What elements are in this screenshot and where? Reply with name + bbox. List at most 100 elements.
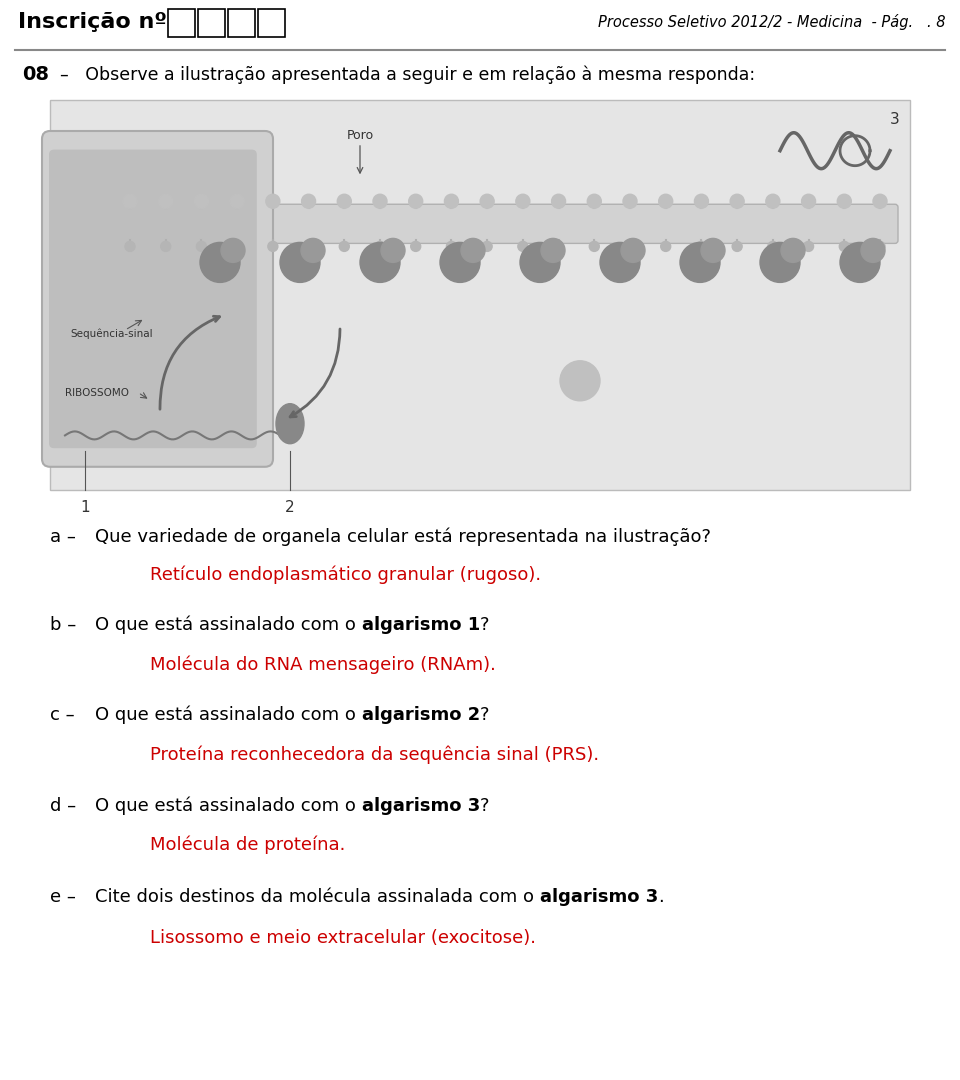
- Text: algarismo 3: algarismo 3: [540, 888, 658, 906]
- Circle shape: [446, 242, 456, 252]
- Bar: [168, 9, 195, 37]
- Circle shape: [732, 242, 742, 252]
- Circle shape: [444, 194, 459, 208]
- Circle shape: [875, 242, 885, 252]
- Circle shape: [600, 242, 640, 282]
- Text: Inscrição nº: Inscrição nº: [18, 12, 167, 32]
- Circle shape: [230, 194, 244, 208]
- Circle shape: [123, 194, 137, 208]
- Text: Proteína reconhecedora da sequência sinal (PRS).: Proteína reconhecedora da sequência sina…: [150, 746, 599, 765]
- Circle shape: [802, 194, 816, 208]
- Text: Sequência-sinal: Sequência-sinal: [70, 328, 153, 339]
- Circle shape: [516, 194, 530, 208]
- Circle shape: [160, 242, 171, 252]
- Text: O que está assinalado com o: O que está assinalado com o: [95, 705, 362, 725]
- Text: Lisossomo e meio extracelular (exocitose).: Lisossomo e meio extracelular (exocitose…: [150, 929, 536, 947]
- Circle shape: [268, 242, 277, 252]
- Text: Retículo endoplasmático granular (rugoso).: Retículo endoplasmático granular (rugoso…: [150, 566, 541, 584]
- Text: 1: 1: [81, 500, 90, 515]
- Circle shape: [200, 242, 240, 282]
- Bar: [228, 9, 255, 37]
- Circle shape: [125, 242, 135, 252]
- Circle shape: [701, 239, 725, 262]
- Circle shape: [766, 194, 780, 208]
- Circle shape: [781, 239, 805, 262]
- Circle shape: [837, 194, 852, 208]
- Circle shape: [552, 194, 565, 208]
- Circle shape: [731, 194, 744, 208]
- Text: algarismo 2: algarismo 2: [362, 706, 480, 724]
- Text: Que variedade de organela celular está representada na ilustração?: Que variedade de organela celular está r…: [95, 528, 711, 546]
- Text: b –: b –: [50, 616, 76, 634]
- Circle shape: [625, 242, 635, 252]
- Text: a –: a –: [50, 528, 76, 546]
- Text: 08: 08: [22, 66, 49, 84]
- Circle shape: [232, 242, 242, 252]
- Circle shape: [621, 239, 645, 262]
- Circle shape: [375, 242, 385, 252]
- Bar: [198, 9, 225, 37]
- Circle shape: [411, 242, 420, 252]
- Circle shape: [195, 194, 208, 208]
- Circle shape: [280, 242, 320, 282]
- Circle shape: [804, 242, 813, 252]
- Circle shape: [760, 242, 800, 282]
- Circle shape: [840, 242, 880, 282]
- Circle shape: [337, 194, 351, 208]
- Text: ?: ?: [480, 797, 490, 815]
- Circle shape: [440, 242, 480, 282]
- Circle shape: [696, 242, 707, 252]
- Text: e –: e –: [50, 888, 76, 906]
- Text: RIBOSSOMO: RIBOSSOMO: [65, 388, 129, 397]
- Bar: [258, 9, 285, 37]
- FancyBboxPatch shape: [62, 204, 898, 243]
- Circle shape: [266, 194, 280, 208]
- Text: Cite dois destinos da molécula assinalada com o: Cite dois destinos da molécula assinalad…: [95, 888, 540, 906]
- Circle shape: [839, 242, 850, 252]
- Circle shape: [588, 194, 601, 208]
- Circle shape: [659, 194, 673, 208]
- Text: Poro: Poro: [347, 129, 373, 141]
- Circle shape: [381, 239, 405, 262]
- Text: Processo Seletivo 2012/2 - Medicina  - Pág.   . 8: Processo Seletivo 2012/2 - Medicina - Pá…: [597, 14, 945, 30]
- Circle shape: [768, 242, 778, 252]
- Circle shape: [303, 242, 314, 252]
- Circle shape: [221, 239, 245, 262]
- Circle shape: [301, 239, 325, 262]
- Text: Molécula de proteína.: Molécula de proteína.: [150, 836, 346, 854]
- Text: ?: ?: [480, 706, 490, 724]
- Text: algarismo 1: algarismo 1: [362, 616, 480, 634]
- Text: .: .: [658, 888, 663, 906]
- Circle shape: [560, 361, 600, 401]
- Text: c –: c –: [50, 706, 75, 724]
- Text: algarismo 3: algarismo 3: [362, 797, 480, 815]
- Circle shape: [301, 194, 316, 208]
- FancyBboxPatch shape: [42, 131, 273, 467]
- Circle shape: [520, 242, 560, 282]
- Circle shape: [158, 194, 173, 208]
- Text: d –: d –: [50, 797, 76, 815]
- Circle shape: [409, 194, 422, 208]
- FancyBboxPatch shape: [49, 150, 257, 448]
- Circle shape: [197, 242, 206, 252]
- Text: O que está assinalado com o: O que está assinalado com o: [95, 797, 362, 815]
- Text: –   Observe a ilustração apresentada a seguir e em relação à mesma responda:: – Observe a ilustração apresentada a seg…: [60, 66, 756, 84]
- Circle shape: [694, 194, 708, 208]
- Circle shape: [660, 242, 671, 252]
- Bar: [50, 100, 910, 490]
- Circle shape: [360, 242, 400, 282]
- Text: 2: 2: [285, 500, 295, 515]
- Circle shape: [480, 194, 494, 208]
- Circle shape: [873, 194, 887, 208]
- Circle shape: [861, 239, 885, 262]
- Circle shape: [589, 242, 599, 252]
- Circle shape: [541, 239, 565, 262]
- Text: ?: ?: [480, 616, 490, 634]
- Circle shape: [680, 242, 720, 282]
- Circle shape: [373, 194, 387, 208]
- Circle shape: [339, 242, 349, 252]
- Circle shape: [461, 239, 485, 262]
- Ellipse shape: [276, 404, 304, 444]
- Circle shape: [517, 242, 528, 252]
- Circle shape: [623, 194, 637, 208]
